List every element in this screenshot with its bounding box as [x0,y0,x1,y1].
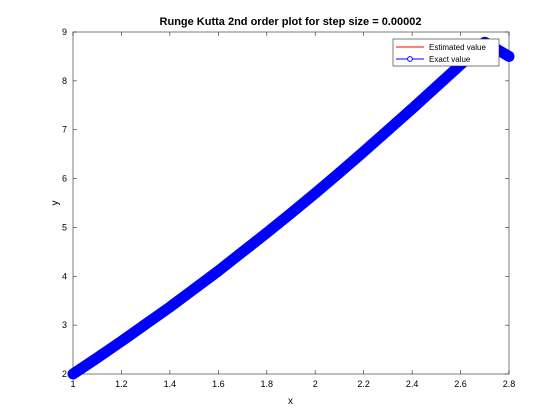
x-tick-label: 2.6 [454,379,467,389]
y-tick-label: 8 [62,76,67,86]
x-tick-label: 1.8 [261,379,274,389]
x-tick-label: 2.2 [357,379,370,389]
series-layer [67,36,515,380]
y-tick-label: 2 [62,369,67,379]
x-tick-label: 1.6 [212,379,225,389]
x-tick-label: 2.8 [503,379,516,389]
y-tick-label: 9 [62,27,67,37]
y-axis-label: y [50,201,61,206]
x-tick-label: 2.4 [406,379,419,389]
x-tick-label: 2 [313,379,318,389]
y-tick-label: 3 [62,320,67,330]
x-tick-label: 1.2 [115,379,128,389]
y-tick-label: 5 [62,222,67,232]
x-axis-label: x [288,396,293,407]
axis-ticks: 1 1.2 1.4 1.6 1.8 2 2.2 2.4 2.6 2.8 2 3 4 5 6 7 8 9 [62,27,515,389]
legend-marker-exact [407,56,413,62]
series-exact-line [72,41,510,375]
y-tick-label: 7 [62,125,67,135]
x-tick-label: 1 [70,379,75,389]
legend: Estimated value Exact value [392,38,500,67]
chart-title: Runge Kutta 2nd order plot for step size… [160,16,422,28]
legend-label-exact: Exact value [429,55,471,64]
x-tick-label: 1.4 [164,379,177,389]
legend-label-estimated: Estimated value [429,43,486,52]
y-tick-label: 4 [62,271,67,281]
y-tick-label: 6 [62,174,67,184]
